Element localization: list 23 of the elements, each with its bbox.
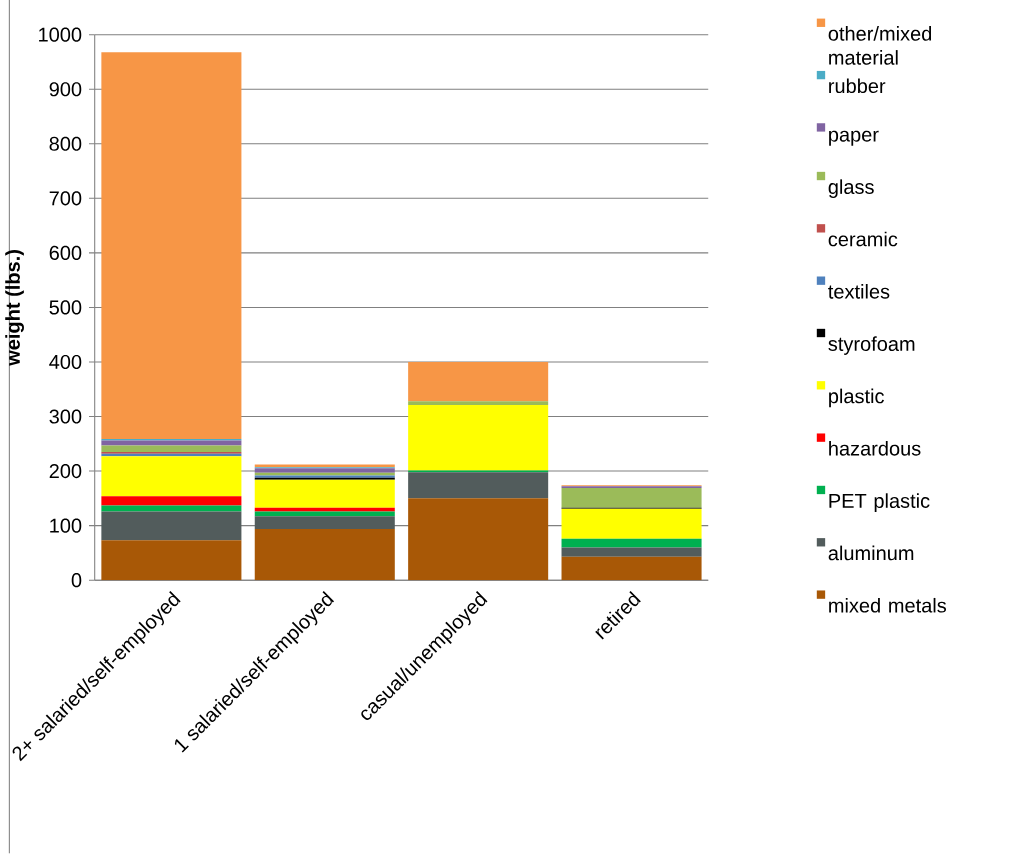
y-tick-label: 900 [49,82,82,97]
y-tick-label: 1000 [39,27,82,42]
legend-label: plastic [829,388,884,408]
y-tick-label: 600 [49,245,82,261]
legend-label: hazardous [829,441,921,456]
legend-label: mixed metals [829,598,947,613]
y-tick-label: 200 [49,464,82,479]
y-tick-label: 400 [49,355,82,370]
y-tick-label: 0 [71,573,82,588]
legend-label: textiles [828,284,890,299]
y-tick-label: 500 [49,300,82,315]
legend-label: paper [829,130,879,146]
y-tick-label: 100 [50,518,82,533]
legend-label: PET plastic [829,493,930,513]
legend-label: ceramic [828,231,898,247]
y-tick-label: 300 [49,409,82,424]
legend-label: glass [828,179,874,199]
legend-label: aluminum [828,545,914,561]
legend-label: rubber [829,78,886,94]
legend-label: styrofoam [828,336,915,356]
y-tick-label: 700 [49,191,82,206]
y-axis-title: weight (lbs.) [5,250,24,367]
y-tick-label: 800 [49,136,82,152]
